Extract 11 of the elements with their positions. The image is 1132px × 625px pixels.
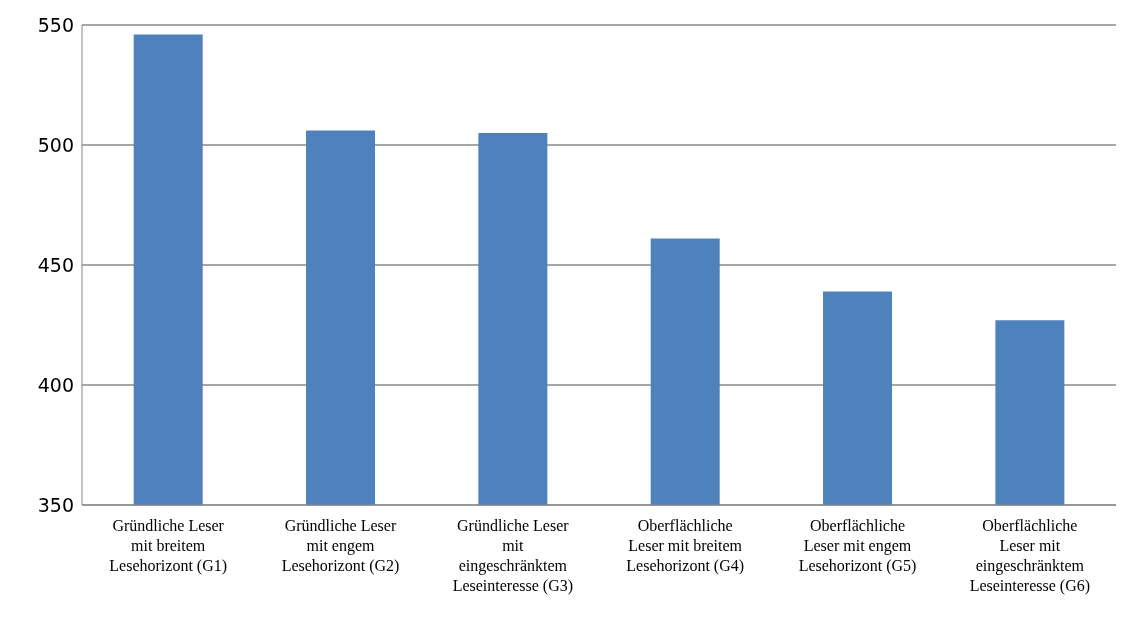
x-tick-label: Gründliche Leser mit engem Lesehorizont (G2) xyxy=(281,517,400,575)
x-tick-label: Gründliche Leser mit eingeschränktem Leseinteresse (G3) xyxy=(452,517,574,595)
y-tick-label: 400 xyxy=(37,373,74,396)
y-tick-label: 350 xyxy=(37,493,74,516)
x-tick-label: Oberflächliche Leser mit breitem Lesehorizont (G4) xyxy=(626,517,745,575)
x-tick-label: Oberflächliche Leser mit engem Lesehorizont (G5) xyxy=(798,517,917,575)
x-tick-label: Oberflächliche Leser mit eingeschränktem Leseinteresse (G6) xyxy=(969,517,1091,595)
y-tick-label: 450 xyxy=(37,253,74,276)
x-tick-label: Gründliche Leser mit breitem Lesehorizont (G1) xyxy=(109,517,228,575)
y-tick-label: 500 xyxy=(37,133,74,156)
y-tick-label: 550 xyxy=(37,13,74,36)
